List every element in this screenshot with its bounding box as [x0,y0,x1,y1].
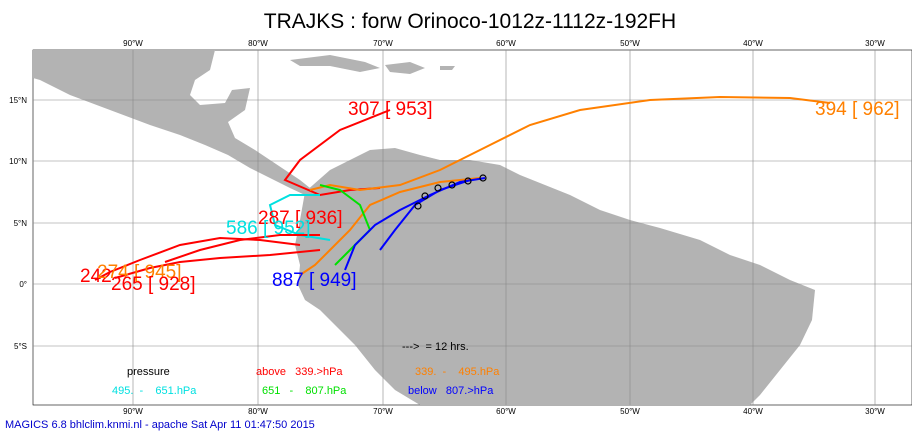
lon-label: 90°W [123,39,143,48]
trajectory-label: 394 [ 962] [815,99,900,120]
trajectory-label: 887 [ 949] [272,270,357,291]
lat-label: 5°N [14,219,28,228]
trajectories [94,95,831,281]
trajectory-label: 307 [ 953] [348,99,433,120]
trajectory-label: 242 [80,266,112,287]
legend-item: 495. - 651.hPa [112,385,197,397]
title: TRAJKS : forw Orinoco-1012z-1112z-192FH [264,10,676,33]
lat-label: 10°N [9,157,27,166]
land [33,50,815,405]
footer: MAGICS 6.8 bhlclim.knmi.nl - apache Sat … [5,419,315,431]
lon-label: 50°W [620,407,640,416]
lon-label: 80°W [248,39,268,48]
lon-label: 30°W [865,407,885,416]
lat-label: 5°S [14,342,27,351]
lon-label: 60°W [496,39,516,48]
legend-item: 339. - 495.hPa [415,366,500,378]
lon-label: 70°W [373,407,393,416]
lon-label: 70°W [373,39,393,48]
arrow-note: ---> = 12 hrs. [402,341,469,353]
lon-label: 30°W [865,39,885,48]
start-markers [414,174,487,210]
legend-item: above 339.>hPa [256,366,343,378]
lon-label: 90°W [123,407,143,416]
legend-item: 651 - 807.hPa [262,385,347,397]
lon-label: 60°W [496,407,516,416]
trajectory-label: 586 [ 952] [226,218,311,239]
lon-label: 40°W [743,39,763,48]
lon-label: 80°W [248,407,268,416]
trajectory-label: 274 [ 945] [97,262,182,283]
graticule [33,50,912,405]
lat-label: 0° [19,280,27,289]
trajectory-label: 265 [ 928] [111,274,196,295]
lon-label: 40°W [743,407,763,416]
legend-item: below 807.>hPa [408,385,494,397]
lon-label: 50°W [620,39,640,48]
trajectory-label: 287 [ 936] [258,208,343,229]
legend-title: pressure [127,366,170,378]
lat-label: 15°N [9,96,27,105]
